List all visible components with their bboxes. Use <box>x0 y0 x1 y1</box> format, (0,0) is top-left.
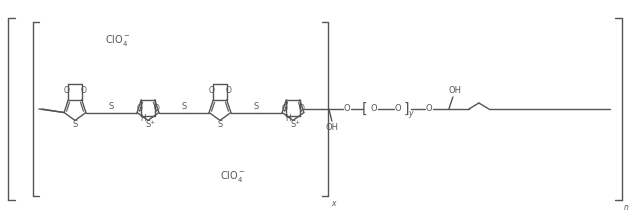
Text: S: S <box>145 120 150 129</box>
Text: S: S <box>254 102 259 111</box>
Text: H: H <box>285 114 291 123</box>
Text: +: + <box>149 120 154 125</box>
Text: O: O <box>281 104 287 114</box>
Text: S: S <box>109 102 114 111</box>
Text: S: S <box>218 120 223 129</box>
Text: +: + <box>294 120 299 125</box>
Text: O: O <box>426 104 432 114</box>
Text: O: O <box>299 104 305 114</box>
Text: ClO$_4^-$: ClO$_4^-$ <box>105 32 131 48</box>
Text: n: n <box>624 203 629 212</box>
Text: O: O <box>63 86 69 95</box>
Text: O: O <box>344 104 350 114</box>
Text: H: H <box>141 114 147 123</box>
Text: S: S <box>181 102 187 111</box>
Text: ClO$_4^-$: ClO$_4^-$ <box>220 169 246 184</box>
Text: O: O <box>371 104 377 114</box>
Text: O: O <box>154 104 160 114</box>
Text: O: O <box>208 86 214 95</box>
Text: OH: OH <box>449 87 461 95</box>
Text: O: O <box>395 104 401 114</box>
Text: [: [ <box>362 102 367 116</box>
Text: O: O <box>81 86 87 95</box>
Text: S: S <box>72 120 77 129</box>
Text: OH: OH <box>325 123 339 131</box>
Text: ]: ] <box>403 102 408 116</box>
Text: O: O <box>226 86 232 95</box>
Text: y: y <box>408 109 413 119</box>
Text: S: S <box>291 120 296 129</box>
Text: x: x <box>331 199 335 208</box>
Text: O: O <box>136 104 142 114</box>
